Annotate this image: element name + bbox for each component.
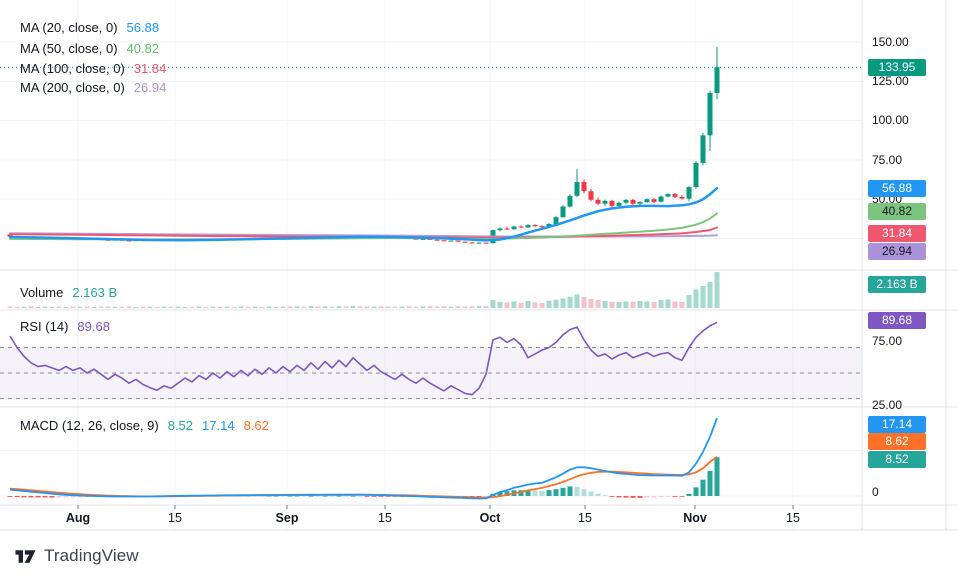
legend-row-macd[interactable]: MACD (12, 26, close, 9) 8.52 17.14 8.62 bbox=[20, 418, 269, 433]
indicator-value: 26.94 bbox=[133, 80, 167, 95]
indicator-label: MA (50, close, 0) bbox=[20, 41, 118, 56]
legend-row-volume[interactable]: Volume 2.163 B bbox=[20, 285, 117, 300]
indicator-value: 89.68 bbox=[77, 319, 110, 334]
indicator-value: 8.52 bbox=[167, 418, 194, 433]
legend-row-ma-200[interactable]: MA (200, close, 0) 26.94 bbox=[20, 80, 166, 95]
legend-row-ma-20[interactable]: MA (20, close, 0) 56.88 bbox=[20, 20, 159, 35]
indicator-value: 40.82 bbox=[126, 41, 160, 56]
legend-row-ma-50[interactable]: MA (50, close, 0) 40.82 bbox=[20, 41, 159, 56]
legend-row-ma-100[interactable]: MA (100, close, 0) 31.84 bbox=[20, 61, 166, 76]
indicator-value: 8.62 bbox=[243, 418, 269, 433]
indicator-value: 31.84 bbox=[133, 61, 167, 76]
indicator-label: RSI (14) bbox=[20, 319, 69, 334]
indicator-value: 17.14 bbox=[202, 418, 235, 433]
watermark-brand-text: TradingView bbox=[44, 546, 139, 565]
tradingview-logo-icon bbox=[15, 549, 36, 563]
indicator-label: MA (100, close, 0) bbox=[20, 61, 125, 76]
indicator-value: 56.88 bbox=[126, 20, 160, 35]
legend-row-rsi[interactable]: RSI (14) 89.68 bbox=[20, 319, 110, 334]
indicator-label: MA (20, close, 0) bbox=[20, 20, 118, 35]
tradingview-watermark[interactable]: TradingView bbox=[14, 546, 139, 566]
indicator-label: MA (200, close, 0) bbox=[20, 80, 125, 95]
chart-plot-area[interactable] bbox=[0, 0, 958, 535]
indicator-label: MACD (12, 26, close, 9) bbox=[20, 418, 159, 433]
indicator-value: 2.163 B bbox=[72, 285, 118, 300]
indicator-label: Volume bbox=[20, 285, 64, 300]
